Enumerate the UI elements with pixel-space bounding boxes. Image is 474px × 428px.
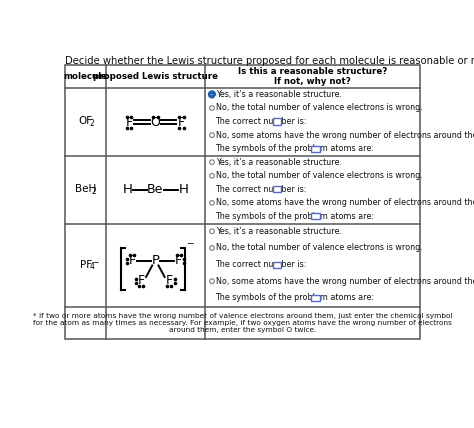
- Text: 4: 4: [90, 262, 94, 271]
- Bar: [311, 146, 320, 152]
- Text: The correct number is:: The correct number is:: [215, 185, 306, 194]
- Text: −: −: [186, 239, 194, 248]
- Text: The symbols of the problem atoms are:: The symbols of the problem atoms are:: [215, 212, 374, 221]
- Text: The symbols of the problem atoms are:: The symbols of the problem atoms are:: [215, 144, 374, 153]
- Bar: [273, 262, 282, 268]
- Text: H: H: [178, 184, 188, 196]
- Text: OF: OF: [79, 116, 92, 126]
- Text: The correct number is:: The correct number is:: [215, 117, 306, 126]
- Text: F: F: [166, 274, 173, 287]
- Text: The correct number is:: The correct number is:: [215, 260, 306, 269]
- Circle shape: [210, 160, 214, 164]
- Text: F: F: [138, 274, 145, 287]
- Text: Is this a reasonable structure?
If not, why not?: Is this a reasonable structure? If not, …: [238, 67, 387, 86]
- Text: Decide whether the Lewis structure proposed for each molecule is reasonable or n: Decide whether the Lewis structure propo…: [65, 56, 474, 66]
- Text: Yes, it’s a reasonable structure.: Yes, it’s a reasonable structure.: [216, 227, 342, 236]
- Text: No, some atoms have the wrong number of electrons around them.: No, some atoms have the wrong number of …: [216, 131, 474, 140]
- Text: F: F: [175, 254, 182, 268]
- Text: BeH: BeH: [75, 184, 96, 194]
- Text: PF: PF: [80, 260, 91, 270]
- Bar: [311, 295, 320, 301]
- Text: 2: 2: [91, 187, 96, 196]
- Circle shape: [210, 173, 214, 178]
- Text: No, the total number of valence electrons is wrong.: No, the total number of valence electron…: [216, 171, 422, 180]
- Text: F: F: [128, 254, 136, 268]
- Text: Be: Be: [147, 184, 164, 196]
- Text: F: F: [126, 116, 133, 129]
- Circle shape: [210, 92, 214, 97]
- Circle shape: [210, 133, 214, 137]
- Text: No, some atoms have the wrong number of electrons around them.: No, some atoms have the wrong number of …: [216, 277, 474, 286]
- Text: proposed Lewis structure: proposed Lewis structure: [93, 72, 218, 81]
- Circle shape: [210, 106, 214, 110]
- Text: H: H: [122, 184, 132, 196]
- Circle shape: [210, 279, 214, 283]
- Text: −: −: [92, 258, 99, 267]
- Circle shape: [210, 201, 214, 205]
- Circle shape: [210, 246, 214, 250]
- Text: molecule: molecule: [64, 72, 108, 81]
- Text: * If two or more atoms have the wrong number of valence electrons around them, j: * If two or more atoms have the wrong nu…: [33, 313, 453, 333]
- Text: P: P: [151, 254, 159, 268]
- Text: 2: 2: [90, 119, 94, 128]
- Text: The symbols of the problem atoms are:: The symbols of the problem atoms are:: [215, 293, 374, 302]
- Bar: [311, 213, 320, 220]
- Text: Yes, it’s a reasonable structure.: Yes, it’s a reasonable structure.: [216, 158, 342, 166]
- Text: No, the total number of valence electrons is wrong.: No, the total number of valence electron…: [216, 104, 422, 113]
- Text: No, some atoms have the wrong number of electrons around them.: No, some atoms have the wrong number of …: [216, 198, 474, 207]
- Text: O: O: [150, 116, 160, 129]
- Text: F: F: [178, 116, 185, 129]
- Text: No, the total number of valence electrons is wrong.: No, the total number of valence electron…: [216, 244, 422, 253]
- Circle shape: [210, 229, 214, 234]
- Bar: [273, 186, 282, 192]
- Text: Yes, it’s a reasonable structure.: Yes, it’s a reasonable structure.: [216, 90, 342, 99]
- Bar: [273, 119, 282, 125]
- Bar: [65, 65, 420, 339]
